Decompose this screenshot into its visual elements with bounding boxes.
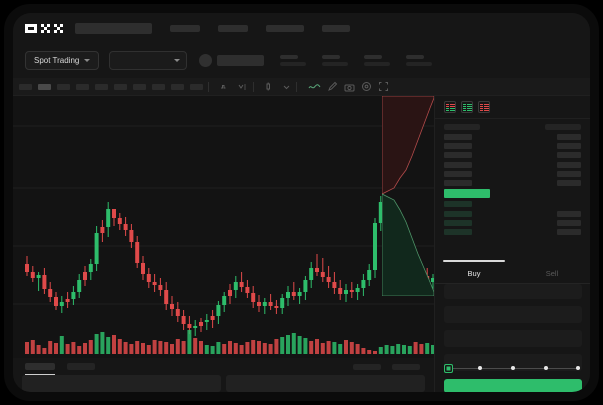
slider-stop-25[interactable] xyxy=(478,366,482,370)
timeframe-button-1[interactable] xyxy=(19,83,32,90)
orderbook-mode-selector xyxy=(435,96,590,119)
chevron-down-icon xyxy=(174,59,181,62)
sub-header-bar: Spot Trading xyxy=(13,43,590,78)
amount-slider[interactable] xyxy=(444,363,582,373)
table-row[interactable] xyxy=(444,219,581,226)
timeframe-button-7[interactable] xyxy=(133,83,146,90)
drawing-pencil-icon[interactable] xyxy=(327,81,338,92)
order-book-spread-row xyxy=(444,189,581,199)
column-header-price xyxy=(444,124,480,130)
indicator-wave-icon[interactable] xyxy=(308,83,321,91)
market-stat-2 xyxy=(322,55,349,66)
slider-handle[interactable] xyxy=(444,364,453,373)
toolbar-divider-3 xyxy=(296,81,297,92)
table-row[interactable] xyxy=(444,143,581,150)
camera-icon[interactable] xyxy=(344,82,355,92)
indicator-dropdown-icon[interactable] xyxy=(220,83,231,91)
orderbook-mode-asks[interactable] xyxy=(478,101,490,113)
amount-field[interactable] xyxy=(444,330,582,347)
chart-bottom-tabbar xyxy=(13,358,434,375)
okx-logo[interactable] xyxy=(25,23,63,33)
nav-item-3[interactable] xyxy=(266,24,304,32)
market-depth-overlay xyxy=(382,96,434,296)
tab-buy[interactable]: Buy xyxy=(435,260,513,283)
table-row[interactable] xyxy=(444,179,581,186)
table-row[interactable] xyxy=(444,161,581,168)
toolbar-divider-1 xyxy=(208,81,209,92)
chart-action-1[interactable] xyxy=(353,363,381,370)
chevron-down-icon xyxy=(84,59,91,62)
candle-dropdown-icon[interactable] xyxy=(282,83,291,91)
settings-gear-icon[interactable] xyxy=(361,81,372,92)
timeframe-button-9[interactable] xyxy=(171,83,184,90)
trading-side-panel: Buy Sell xyxy=(434,96,590,392)
order-type-field[interactable] xyxy=(444,284,582,299)
candle-style-icon[interactable] xyxy=(265,82,276,91)
volume-series xyxy=(25,330,434,354)
tab-sell-label: Sell xyxy=(545,269,559,278)
submit-order-button[interactable] xyxy=(444,379,582,392)
nav-item-4[interactable] xyxy=(322,24,350,32)
nav-item-1[interactable] xyxy=(170,24,200,32)
orderbook-mode-both[interactable] xyxy=(444,101,456,113)
market-stat-4 xyxy=(406,55,433,66)
trading-mode-label: Spot Trading xyxy=(34,56,80,65)
chart-toolbar xyxy=(13,78,590,96)
buy-sell-tabbar: Buy Sell xyxy=(435,260,590,284)
price-field[interactable] xyxy=(444,306,582,323)
table-row[interactable] xyxy=(444,152,581,159)
search-input[interactable] xyxy=(75,22,152,34)
table-row[interactable] xyxy=(444,228,581,235)
chart-type-icon[interactable] xyxy=(237,83,248,91)
slider-stop-75[interactable] xyxy=(544,366,548,370)
candlestick-series xyxy=(25,196,434,336)
market-stat-1 xyxy=(280,55,307,66)
table-row[interactable] xyxy=(444,134,581,140)
timeframe-button-3[interactable] xyxy=(57,83,70,90)
timeframe-button-4[interactable] xyxy=(76,83,89,90)
coin-icon xyxy=(199,54,213,67)
device-frame: Spot Trading xyxy=(4,4,599,401)
slider-stop-100[interactable] xyxy=(576,366,580,370)
slider-stop-50[interactable] xyxy=(511,366,515,370)
tab-sell[interactable]: Sell xyxy=(513,264,590,283)
timeframe-button-8[interactable] xyxy=(152,83,165,90)
tab-info[interactable] xyxy=(67,363,95,370)
chart-bottom-actions xyxy=(353,363,420,370)
bottom-cards-row xyxy=(13,375,434,392)
bottom-card-1[interactable] xyxy=(22,375,221,392)
tab-chart[interactable] xyxy=(25,363,55,375)
timeframe-button-5[interactable] xyxy=(95,83,108,90)
fullscreen-icon[interactable] xyxy=(378,81,389,92)
tab-buy-label: Buy xyxy=(467,269,481,278)
table-row[interactable] xyxy=(444,201,581,208)
table-row[interactable] xyxy=(444,210,581,217)
order-book-header xyxy=(444,124,581,130)
timeframe-button-10[interactable] xyxy=(190,83,203,90)
app-screen: Spot Trading xyxy=(13,13,590,392)
trading-pair-label xyxy=(217,55,265,66)
market-stat-3 xyxy=(364,55,391,66)
orderbook-mode-bids[interactable] xyxy=(461,101,473,113)
order-entry-form xyxy=(435,284,590,378)
trading-mode-select[interactable]: Spot Trading xyxy=(25,51,100,70)
top-navigation-bar xyxy=(13,13,590,43)
candlestick-chart xyxy=(13,125,434,354)
toolbar-divider-2 xyxy=(253,81,254,92)
bottom-card-2[interactable] xyxy=(226,375,425,392)
chart-gridlines xyxy=(13,125,434,305)
order-book[interactable] xyxy=(435,119,590,235)
price-chart-panel[interactable] xyxy=(13,96,434,358)
trading-pair-select[interactable] xyxy=(109,51,188,70)
column-header-amount xyxy=(545,124,581,130)
nav-item-2[interactable] xyxy=(218,24,248,32)
chart-action-2[interactable] xyxy=(392,363,420,370)
timeframe-button-2[interactable] xyxy=(38,83,51,90)
table-row[interactable] xyxy=(444,170,581,177)
timeframe-button-6[interactable] xyxy=(114,83,127,90)
